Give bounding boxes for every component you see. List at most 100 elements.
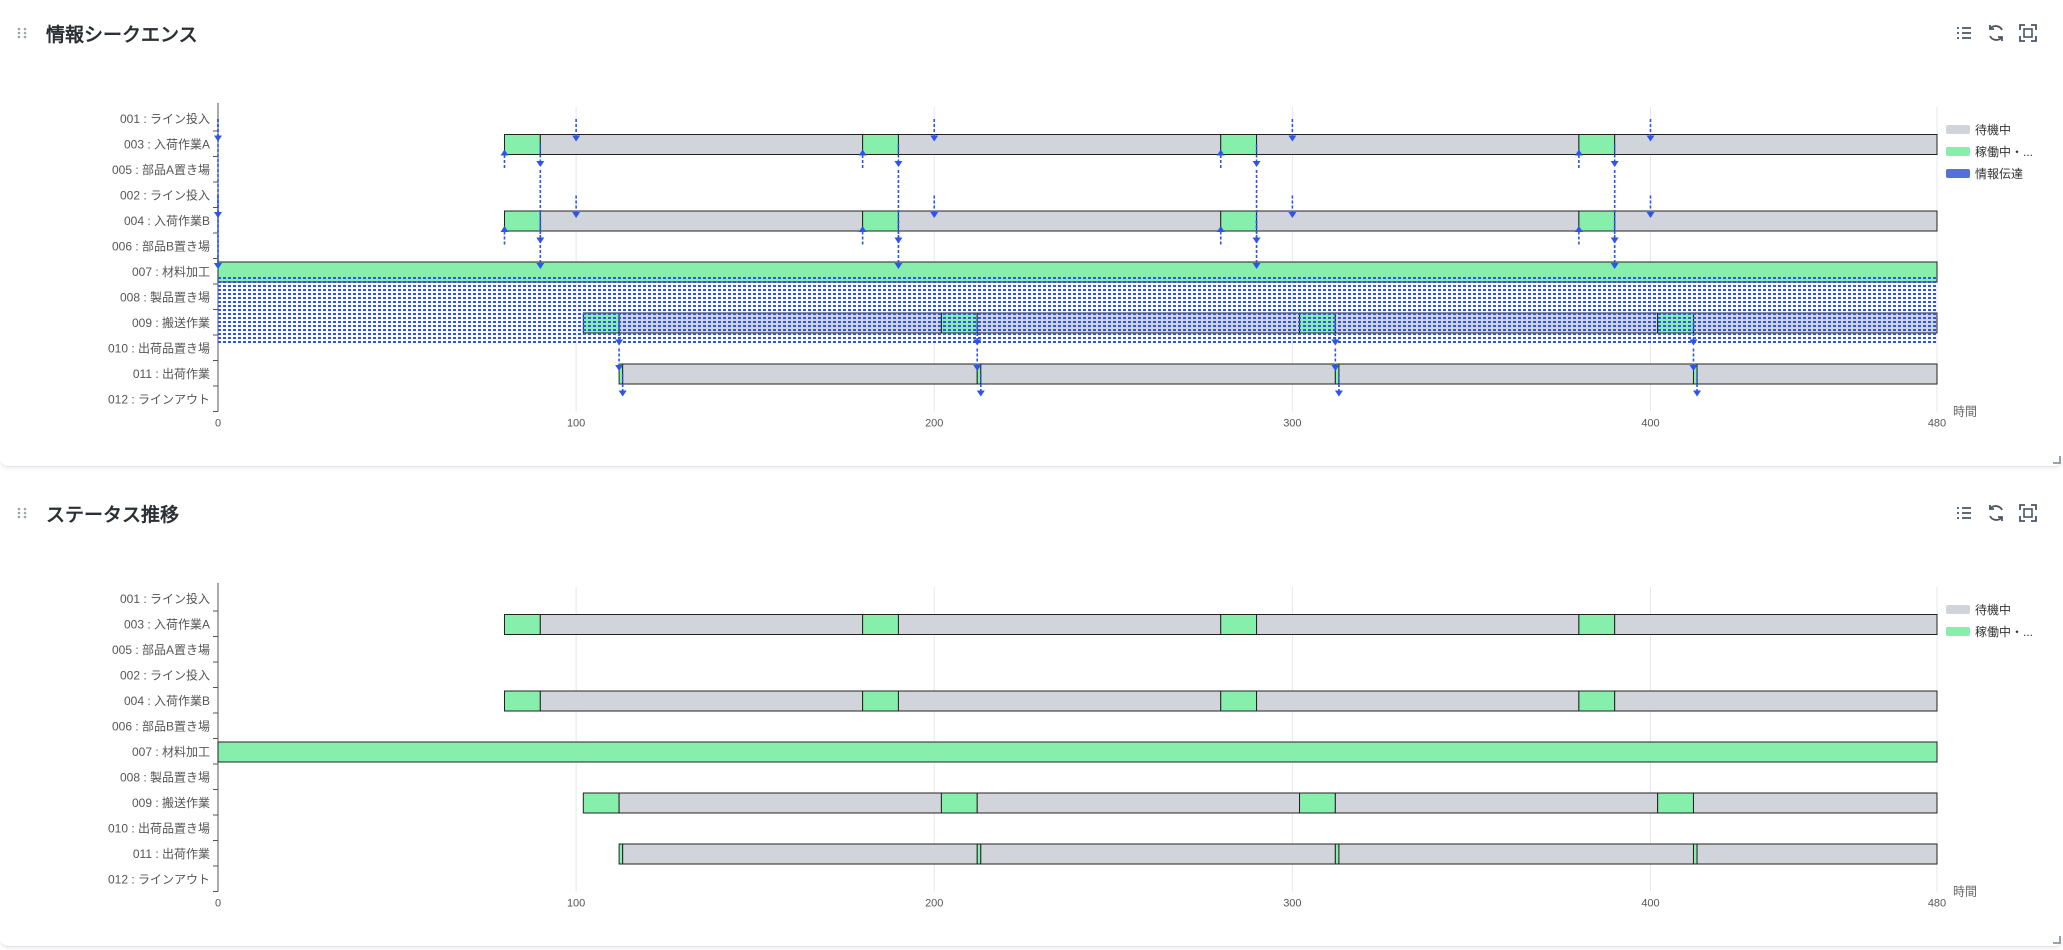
gantt-segment-waiting	[1614, 614, 1938, 635]
row-label: 008 : 製品置き場	[120, 771, 210, 785]
row-label: 005 : 部品A置き場	[112, 162, 210, 177]
gantt-segment-waiting	[622, 843, 978, 865]
row-label: 006 : 部品B置き場	[112, 719, 210, 734]
gantt-segment-active	[1220, 210, 1258, 232]
row-label: 011 : 出荷作業	[133, 367, 210, 381]
row-label: 004 : 入荷作業B	[124, 214, 210, 228]
gantt-segment-waiting	[539, 134, 864, 155]
info-transfer-arrow	[618, 390, 627, 397]
row-label: 010 : 出荷品置き場	[108, 822, 210, 836]
row-label: 011 : 出荷作業	[133, 847, 210, 861]
gantt-segment-active	[1692, 843, 1698, 865]
info-transfer-arrow	[1288, 212, 1297, 218]
refresh-icon[interactable]	[1985, 502, 2007, 524]
info-transfer-arrow	[1252, 161, 1261, 167]
legend-swatch	[1946, 605, 1970, 614]
row-label: 003 : 入荷作業A	[124, 138, 210, 152]
gantt-segment-active	[1220, 690, 1258, 712]
gantt-segment-waiting	[539, 210, 864, 232]
gantt-segment-active	[1220, 614, 1258, 635]
gantt-segment-active	[217, 261, 1938, 283]
info-transfer-arrow	[894, 263, 903, 269]
gantt-segment-waiting	[1256, 134, 1580, 155]
x-tick-label: 400	[1641, 898, 1659, 910]
info-transfer-arrow	[858, 226, 867, 232]
x-tick-label: 200	[925, 898, 943, 910]
panel-title: 情報シークエンス	[46, 25, 198, 46]
status-transition-chart: 001 : ライン投入 003 : 入荷作業A 005 : 部品A置き場 002 : …	[108, 583, 2033, 910]
info-transfer-arrow	[976, 390, 985, 397]
fullscreen-icon[interactable]	[2017, 22, 2039, 44]
gantt-segment-waiting	[980, 843, 1336, 865]
gantt-segment-waiting	[1334, 792, 1659, 814]
info-transfer-arrow	[930, 135, 939, 142]
gantt-segment-active	[1657, 792, 1694, 814]
gantt-segment-waiting	[1614, 134, 1938, 155]
row-label: 001 : ライン投入	[120, 591, 210, 606]
row-label: 007 : 材料加工	[132, 745, 210, 759]
gantt-segment-active	[1578, 690, 1616, 712]
gantt-segment-active	[618, 843, 624, 865]
gantt-segment-active	[862, 614, 899, 635]
gantt-segment-waiting	[618, 792, 942, 814]
info-transfer-arrow	[214, 135, 222, 142]
status-transition-panel: ステータス推移 001 : ライン投入 003 : 入荷作業A 005 : 部品A置…	[0, 480, 2063, 947]
info-transfer-arrow	[1610, 161, 1619, 167]
gantt-segment-waiting	[622, 363, 978, 385]
legend-swatch	[1946, 627, 1970, 636]
gantt-segment-active	[504, 614, 541, 635]
info-transfer-arrow	[1646, 135, 1655, 142]
gantt-segment-active	[976, 843, 982, 865]
info-transfer-arrow	[1252, 263, 1261, 269]
gantt-segment-active	[504, 690, 541, 712]
info-transfer-arrow	[1331, 365, 1340, 371]
legend-list-icon[interactable]	[1953, 502, 1975, 524]
info-transfer-arrow	[1689, 365, 1698, 371]
refresh-icon[interactable]	[1985, 22, 2007, 44]
x-tick-label: 480	[1928, 418, 1946, 430]
row-label: 002 : ライン投入	[120, 668, 210, 683]
legend-list-icon[interactable]	[1953, 22, 1975, 44]
info-transfer-arrow	[973, 339, 982, 346]
fullscreen-icon[interactable]	[2017, 502, 2039, 524]
x-tick-label: 0	[215, 418, 221, 430]
resize-handle-icon[interactable]	[2053, 936, 2061, 944]
info-transfer-arrow	[858, 149, 867, 156]
information-sequence-panel: 情報シークエンス 001 : ライン投入 003 : 入荷作業A 005 : 部品A…	[0, 0, 2063, 467]
resize-handle-icon[interactable]	[2053, 456, 2061, 464]
row-label: 010 : 出荷品置き場	[108, 342, 210, 356]
gantt-segment-waiting	[1696, 843, 1938, 865]
panel-header: 情報シークエンス	[0, 0, 2063, 66]
gantt-segment-active	[582, 792, 620, 814]
x-tick-label: 300	[1283, 418, 1301, 430]
row-label: 009 : 搬送作業	[132, 795, 210, 810]
gantt-segment-waiting	[1256, 210, 1580, 232]
info-transfer-arrow	[1216, 226, 1225, 232]
info-transfer-arrow	[1693, 390, 1702, 397]
gantt-segment-active	[862, 134, 899, 155]
info-transfer-arrow	[973, 365, 982, 371]
legend-label: 情報伝達	[1975, 167, 2023, 181]
gantt-segment-active	[1578, 614, 1616, 635]
x-tick-label: 0	[215, 898, 221, 910]
info-transfer-arrow	[1331, 339, 1340, 346]
gantt-segment-waiting	[1338, 363, 1694, 385]
drag-handle-icon[interactable]	[16, 26, 28, 40]
gantt-segment-waiting	[539, 690, 864, 712]
info-transfer-arrow	[1288, 135, 1297, 142]
row-label: 012 : ラインアウト	[108, 393, 210, 407]
drag-handle-icon[interactable]	[16, 506, 28, 520]
x-tick-label: 200	[925, 418, 943, 430]
legend-swatch	[1946, 147, 1970, 156]
info-transfer-arrow	[536, 263, 545, 269]
row-label: 006 : 部品B置き場	[112, 239, 210, 254]
gantt-segment-active	[504, 210, 541, 232]
row-label: 012 : ラインアウト	[108, 873, 210, 887]
row-label: 007 : 材料加工	[132, 265, 210, 279]
legend-label: 待機中	[1975, 122, 2011, 137]
gantt-segment-waiting	[897, 614, 1222, 635]
info-transfer-arrow	[615, 339, 624, 346]
x-tick-label: 100	[567, 418, 585, 430]
gantt-segment-waiting	[897, 210, 1222, 232]
x-tick-label: 400	[1641, 418, 1659, 430]
